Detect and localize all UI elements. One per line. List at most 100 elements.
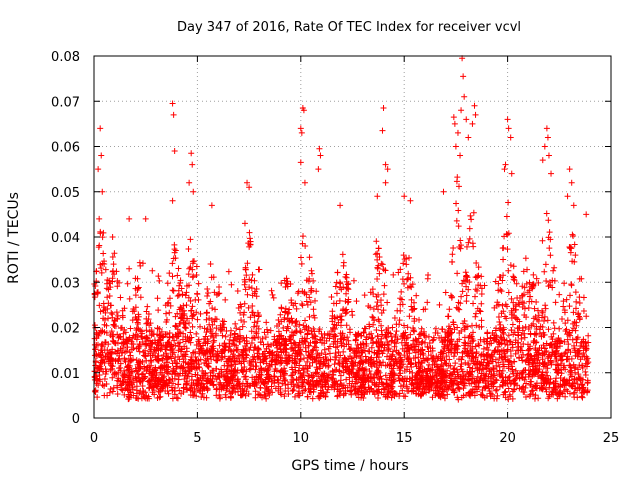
data-point: [538, 372, 545, 379]
data-point: [408, 388, 415, 395]
data-point: [520, 268, 527, 275]
data-point: [309, 353, 316, 360]
data-point: [459, 288, 466, 295]
data-point: [244, 179, 251, 186]
data-point: [267, 349, 274, 356]
data-point: [509, 344, 516, 351]
data-point: [501, 233, 508, 240]
data-point: [209, 321, 216, 328]
data-point: [563, 296, 570, 303]
data-point: [296, 328, 303, 335]
data-point: [156, 388, 163, 395]
data-point: [504, 246, 511, 253]
data-point: [329, 326, 336, 333]
data-point: [95, 166, 102, 173]
data-point: [448, 294, 455, 301]
data-point: [443, 379, 450, 386]
data-point: [342, 364, 349, 371]
data-point: [275, 377, 282, 384]
data-point: [215, 290, 222, 297]
data-point: [286, 306, 293, 313]
data-point: [199, 372, 206, 379]
data-point: [108, 349, 115, 356]
data-point: [484, 377, 491, 384]
data-point: [344, 384, 351, 391]
data-point: [181, 324, 188, 331]
data-point: [397, 301, 404, 308]
data-point: [224, 370, 231, 377]
data-point: [360, 381, 367, 388]
data-point: [178, 346, 185, 353]
data-point: [185, 294, 192, 301]
data-point: [362, 384, 369, 391]
data-point: [329, 375, 336, 382]
data-point: [194, 372, 201, 379]
y-tick-label: 0: [72, 412, 80, 427]
data-point: [151, 337, 158, 344]
data-point: [493, 386, 500, 393]
data-point: [553, 375, 560, 382]
data-point: [451, 120, 458, 127]
data-point: [571, 258, 578, 265]
data-point: [378, 375, 385, 382]
data-point: [189, 388, 196, 395]
data-point: [249, 271, 256, 278]
data-point: [331, 331, 338, 338]
data-point: [463, 298, 470, 305]
data-point: [120, 339, 127, 346]
data-point: [543, 369, 550, 376]
data-point: [550, 385, 557, 392]
data-point: [409, 306, 416, 313]
data-point: [552, 366, 559, 373]
data-point: [474, 287, 481, 294]
data-point: [391, 390, 398, 397]
data-point: [378, 389, 385, 396]
data-point: [192, 353, 199, 360]
data-point: [288, 340, 295, 347]
data-point: [256, 266, 263, 273]
data-point: [450, 319, 457, 326]
data-point: [180, 317, 187, 324]
data-point: [116, 279, 123, 286]
data-point: [461, 348, 468, 355]
data-point: [458, 328, 465, 335]
data-point: [519, 374, 526, 381]
data-point: [182, 338, 189, 345]
data-point: [542, 302, 549, 309]
data-point: [259, 335, 266, 342]
data-point: [352, 380, 359, 387]
data-point: [385, 325, 392, 332]
data-point: [124, 363, 131, 370]
data-point: [490, 337, 497, 344]
data-point: [126, 385, 133, 392]
data-point: [504, 357, 511, 364]
data-point: [286, 355, 293, 362]
data-point: [332, 367, 339, 374]
data-point: [371, 381, 378, 388]
data-point: [463, 292, 470, 299]
data-point: [95, 341, 102, 348]
data-point: [575, 371, 582, 378]
data-point: [404, 388, 411, 395]
data-point: [515, 343, 522, 350]
data-point: [142, 215, 149, 222]
data-point: [162, 363, 169, 370]
data-point: [497, 321, 504, 328]
data-point: [514, 295, 521, 302]
data-point: [215, 353, 222, 360]
data-point: [570, 390, 577, 397]
data-point: [440, 188, 447, 195]
data-point: [504, 231, 511, 238]
data-point: [348, 387, 355, 394]
data-point: [344, 334, 351, 341]
data-point: [374, 395, 381, 402]
data-point: [491, 304, 498, 311]
data-point: [172, 370, 179, 377]
data-point: [579, 394, 586, 401]
data-point: [144, 395, 151, 402]
data-point: [280, 372, 287, 379]
data-point: [460, 73, 467, 80]
data-point: [248, 340, 255, 347]
data-point: [499, 373, 506, 380]
data-point: [515, 332, 522, 339]
